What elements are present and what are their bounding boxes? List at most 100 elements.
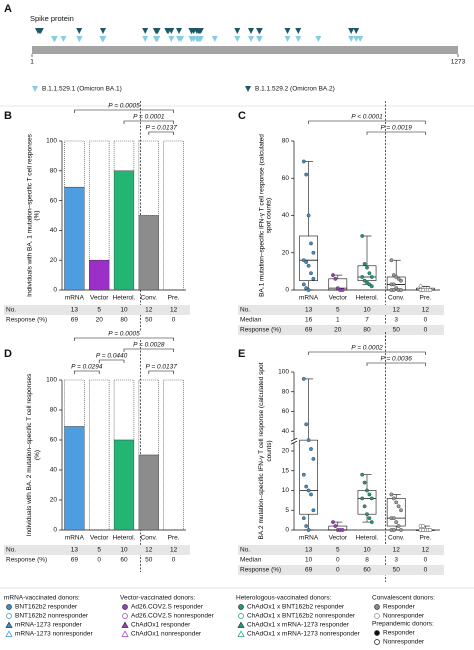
y-tick-label: 80 — [282, 388, 290, 395]
y-tick-label: 40 — [50, 467, 58, 474]
p-value: P = 0.0005 — [108, 331, 140, 338]
legend-label: B.1.1.529.1 (Omicron BA.1) — [42, 86, 122, 93]
legend-label: Nonresponder — [383, 639, 425, 646]
legend-group-title: Vector-vaccinated donors: — [120, 595, 195, 602]
x-tick-label: mRNA — [65, 295, 85, 302]
data-point — [360, 275, 365, 279]
table-row-shade — [238, 305, 444, 315]
y-tick-label: 60 — [282, 175, 290, 182]
table-row-label: No. — [240, 547, 250, 554]
bar-outline — [163, 379, 184, 531]
x-tick-label: mRNA — [299, 535, 319, 542]
table-cell: 20 — [96, 317, 104, 324]
y-axis-label-box: Individuals with BA. 2 mutation–specific… — [26, 373, 41, 537]
y-axis-label: BA.2 mutation–specific IFN-γ T cell resp… — [258, 362, 273, 540]
table-cell: 12 — [422, 307, 430, 314]
legend-marker — [245, 86, 251, 92]
table-row-label: Response (%) — [240, 567, 281, 574]
mutation-marker — [256, 36, 263, 42]
p-value: P < 0.0001 — [351, 114, 383, 121]
y-tick-label: 60 — [50, 197, 58, 204]
table-cell: 0 — [424, 327, 428, 334]
data-point — [304, 524, 309, 528]
data-point — [369, 284, 374, 289]
mutation-marker — [256, 28, 263, 34]
data-point — [360, 472, 365, 477]
x-tick-label: 1 — [30, 59, 34, 66]
data-point — [306, 213, 311, 218]
x-tick-label: Heterol. — [356, 535, 379, 542]
bar — [113, 439, 135, 531]
legend-label: B.1.1.529.2 (Omicron BA.2) — [255, 86, 335, 93]
table-cell: 60 — [363, 567, 371, 574]
legend-label: BNT162b2 nonresponder — [15, 613, 89, 620]
data-point — [331, 273, 335, 277]
table-row-shade — [4, 305, 190, 315]
table-row-label: Response (%) — [6, 557, 47, 564]
data-point — [331, 520, 335, 524]
mutation-marker — [142, 28, 149, 34]
mutation-marker — [248, 36, 255, 42]
mutation-marker — [353, 36, 360, 42]
y-tick-label: 0 — [285, 287, 289, 294]
y-axis-label: Individuals with BA. 2 mutation–specific… — [26, 373, 41, 537]
y-axis-label-box: BA.1 mutation–specific IFN-γ T cell resp… — [258, 134, 273, 297]
legend-label: Responder — [383, 630, 416, 637]
mutation-marker — [295, 28, 302, 34]
y-tick-label: 100 — [278, 369, 289, 376]
bar — [89, 260, 110, 291]
mutation-marker — [176, 28, 183, 34]
table-cell: 3 — [394, 317, 398, 324]
comparison-bracket — [98, 359, 125, 363]
legend-marker — [6, 604, 12, 610]
data-point — [391, 528, 396, 532]
panel-label: C — [238, 110, 246, 122]
map-title: Spike protein — [30, 14, 74, 23]
data-point — [306, 438, 311, 443]
data-point — [301, 282, 306, 287]
bar — [138, 215, 159, 291]
data-point — [340, 288, 345, 292]
table-cell: 50 — [145, 317, 153, 324]
y-tick-label: 0 — [53, 527, 57, 534]
data-point — [304, 484, 309, 489]
table-cell: 0 — [172, 317, 176, 324]
y-tick-label: 80 — [50, 168, 58, 175]
x-tick-label: Conv. — [388, 535, 405, 542]
table-cell: 0 — [172, 557, 176, 564]
comparison-bracket — [308, 351, 426, 355]
axis-break-mark — [290, 437, 298, 442]
table-row-label: Median — [240, 317, 262, 324]
legend-label: ChAdOx1 x BNT162b2 responder — [247, 604, 345, 611]
axis-break-mark — [290, 440, 298, 445]
data-point — [389, 492, 394, 497]
legend-label: ChAdOx1 responder — [131, 622, 191, 629]
legend-marker — [122, 604, 128, 610]
x-tick-label: Conv. — [388, 295, 405, 302]
table-cell: 80 — [363, 327, 371, 334]
p-value: P = 0.0137 — [146, 125, 178, 132]
x-tick-label: Conv. — [141, 295, 158, 302]
y-tick-label: 20 — [282, 448, 290, 455]
legend-label: BNT162b2 responder — [15, 604, 78, 611]
table-cell: 10 — [305, 557, 313, 564]
data-point — [301, 516, 306, 521]
data-point — [391, 496, 396, 501]
mutation-marker — [76, 28, 83, 34]
comparison-bracket — [74, 109, 174, 113]
y-tick-label: 0 — [53, 287, 57, 294]
data-point — [421, 524, 425, 528]
table-row-shade — [4, 545, 190, 555]
table-row-shade — [238, 565, 444, 575]
panel-label: D — [4, 348, 12, 360]
legend-marker — [374, 604, 380, 610]
data-point — [301, 472, 306, 477]
comparison-bracket — [74, 337, 174, 341]
bar — [64, 186, 85, 291]
table-cell: 12 — [422, 547, 430, 554]
y-tick-label: 0 — [285, 527, 289, 534]
y-tick-label: 20 — [50, 497, 58, 504]
legend-marker — [237, 621, 245, 628]
legend-marker — [237, 630, 245, 637]
